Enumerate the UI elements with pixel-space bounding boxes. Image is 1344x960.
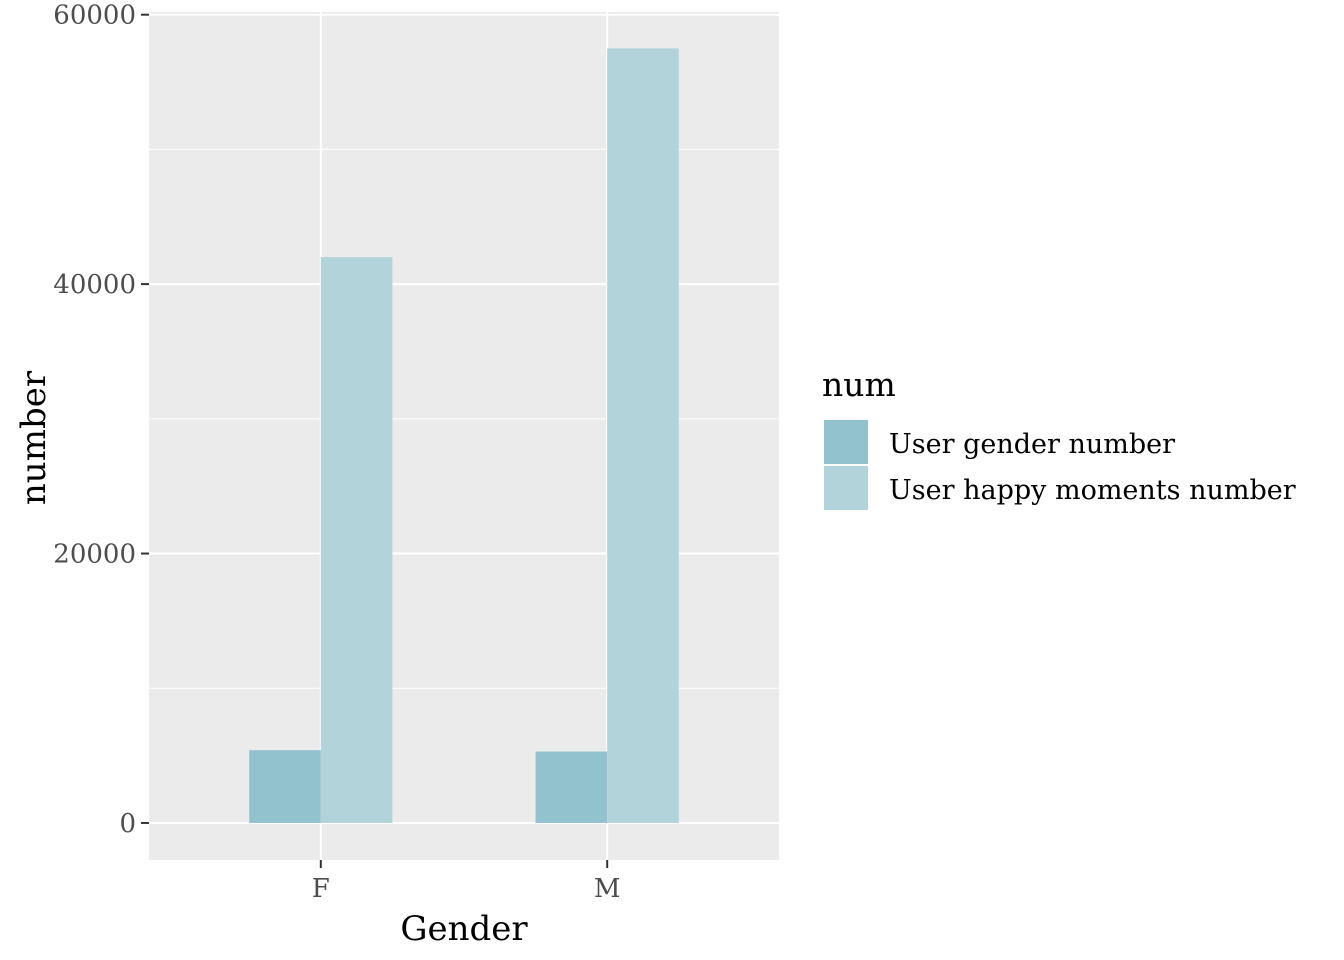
y-axis-title: number: [14, 370, 54, 505]
bars: [249, 48, 679, 823]
y-tick-label: 40000: [53, 270, 136, 300]
legend-title: num: [822, 365, 896, 404]
y-tick-label: 60000: [53, 1, 136, 31]
bar: [320, 257, 393, 823]
x-tick-label: F: [312, 874, 330, 904]
bar: [535, 751, 608, 823]
legend-label-user-happy-moments-number: User happy moments number: [889, 475, 1296, 506]
x-tick-label: M: [594, 874, 621, 904]
legend: num User gender number User happy moment…: [822, 365, 1296, 510]
y-axis: 0 20000 40000 60000: [53, 1, 149, 839]
bar: [249, 750, 321, 823]
plot-panel: [149, 12, 779, 860]
legend-label-user-gender-number: User gender number: [889, 429, 1175, 460]
bar: [607, 48, 679, 823]
x-axis-title: Gender: [400, 909, 528, 949]
legend-key-user-gender-number: [824, 420, 868, 464]
y-tick-label: 0: [119, 809, 136, 839]
y-tick-label: 20000: [53, 540, 136, 570]
legend-key-user-happy-moments-number: [824, 466, 868, 510]
